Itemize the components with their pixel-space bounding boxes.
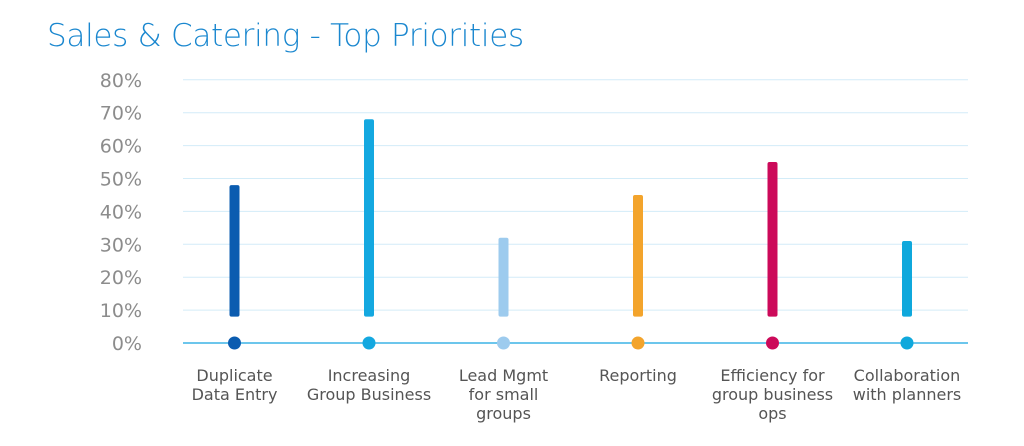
chart-title: Sales & Catering - Top Priorities <box>47 18 524 54</box>
y-tick-label: 80% <box>100 70 142 92</box>
bar-dot <box>766 336 779 350</box>
y-tick-label: 10% <box>100 300 142 322</box>
bar-dot <box>497 336 510 350</box>
y-tick-label: 40% <box>100 201 142 223</box>
y-tick-label: 70% <box>100 103 142 125</box>
y-tick-label: 50% <box>100 169 142 191</box>
x-tick-label: Reporting <box>599 366 677 385</box>
y-tick-label: 30% <box>100 234 142 256</box>
bar-dot <box>228 336 241 350</box>
y-tick-label: 20% <box>100 267 142 289</box>
x-tick-label: Duplicate Data Entry <box>191 366 278 404</box>
bar-dot <box>900 336 914 350</box>
x-tick-label: Increasing Group Business <box>306 366 432 404</box>
y-tick-label: 0% <box>112 333 142 355</box>
x-tick-label: Lead Mgmt for small groups <box>458 366 549 423</box>
bar <box>767 162 778 317</box>
x-tick-label: Collaboration with planners <box>852 366 962 404</box>
bar <box>498 237 509 317</box>
bar-dot <box>631 336 645 350</box>
bar <box>633 194 643 317</box>
y-tick-label: 60% <box>100 136 142 158</box>
bar <box>364 119 374 317</box>
x-tick-label: Efficiency for group business ops <box>711 366 834 423</box>
bar <box>229 185 240 317</box>
bar <box>902 241 912 317</box>
bar-dot <box>362 336 376 350</box>
